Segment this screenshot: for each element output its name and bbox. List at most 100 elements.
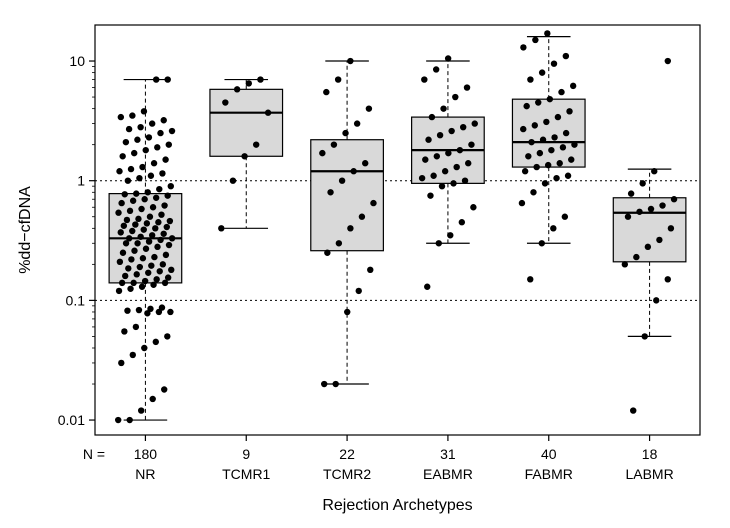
- data-point: [625, 214, 631, 220]
- data-point: [544, 30, 550, 36]
- data-point: [464, 84, 470, 90]
- data-point: [636, 209, 642, 215]
- data-point: [323, 89, 329, 95]
- data-point: [539, 240, 545, 246]
- data-point: [530, 189, 536, 195]
- data-point: [665, 276, 671, 282]
- data-point: [139, 164, 145, 170]
- data-point: [563, 130, 569, 136]
- data-point: [539, 69, 545, 75]
- data-point: [147, 214, 153, 220]
- data-point: [138, 407, 144, 413]
- data-point: [648, 206, 654, 212]
- data-point: [359, 214, 365, 220]
- data-point: [362, 160, 368, 166]
- data-point: [350, 168, 356, 174]
- data-point: [566, 108, 572, 114]
- data-point: [563, 53, 569, 59]
- data-point: [146, 134, 152, 140]
- data-point: [134, 271, 140, 277]
- data-point: [148, 262, 154, 268]
- data-point: [154, 144, 160, 150]
- x-tick-label: TCMR1: [222, 466, 270, 482]
- data-point: [140, 255, 146, 261]
- data-point: [161, 117, 167, 123]
- data-point: [429, 114, 435, 120]
- data-point: [161, 202, 167, 208]
- data-point: [122, 273, 128, 279]
- data-point: [557, 160, 563, 166]
- data-point: [124, 217, 130, 223]
- x-tick-label: TCMR2: [323, 466, 371, 482]
- data-point: [344, 309, 350, 315]
- data-point: [155, 219, 161, 225]
- data-point: [162, 156, 168, 162]
- data-point: [527, 76, 533, 82]
- x-tick-label: FABMR: [525, 466, 573, 482]
- data-point: [119, 153, 125, 159]
- data-point: [166, 141, 172, 147]
- data-point: [143, 246, 149, 252]
- data-point: [327, 189, 333, 195]
- data-point: [653, 297, 659, 303]
- data-point: [142, 278, 148, 284]
- data-point: [128, 166, 134, 172]
- data-point: [651, 168, 657, 174]
- data-point: [153, 339, 159, 345]
- x-tick-label: LABMR: [625, 466, 673, 482]
- data-point: [167, 218, 173, 224]
- data-point: [141, 345, 147, 351]
- n-prefix: N =: [83, 446, 105, 462]
- data-point: [159, 170, 165, 176]
- data-point: [164, 192, 170, 198]
- data-point: [153, 195, 159, 201]
- data-point: [253, 141, 259, 147]
- data-point: [136, 175, 142, 181]
- data-point: [149, 232, 155, 238]
- box: [210, 89, 283, 156]
- data-point: [570, 83, 576, 89]
- y-axis-label: %dd−cfDNA: [17, 186, 34, 274]
- n-value: 31: [440, 446, 456, 462]
- data-point: [166, 242, 172, 248]
- data-point: [437, 132, 443, 138]
- data-point: [440, 105, 446, 111]
- n-value: 18: [642, 446, 658, 462]
- data-point: [470, 204, 476, 210]
- y-tick-label: 1: [77, 173, 85, 189]
- data-point: [161, 386, 167, 392]
- data-point: [157, 237, 163, 243]
- data-point: [333, 381, 339, 387]
- data-point: [433, 66, 439, 72]
- data-point: [520, 44, 526, 50]
- data-point: [134, 137, 140, 143]
- data-point: [150, 282, 156, 288]
- data-point: [151, 160, 157, 166]
- data-point: [335, 76, 341, 82]
- data-point: [160, 231, 166, 237]
- data-point: [430, 173, 436, 179]
- data-point: [354, 120, 360, 126]
- data-point: [117, 259, 123, 265]
- data-point: [137, 124, 143, 130]
- data-point: [141, 108, 147, 114]
- box: [311, 140, 384, 251]
- y-tick-label: 0.01: [58, 412, 85, 428]
- data-point: [163, 252, 169, 258]
- data-point: [560, 144, 566, 150]
- data-point: [439, 183, 445, 189]
- data-point: [366, 105, 372, 111]
- n-value: 9: [242, 446, 250, 462]
- data-point: [126, 235, 132, 241]
- data-point: [153, 276, 159, 282]
- data-point: [133, 324, 139, 330]
- data-point: [158, 211, 164, 217]
- data-point: [129, 228, 135, 234]
- data-point: [118, 200, 124, 206]
- data-point: [125, 265, 131, 271]
- data-point: [156, 186, 162, 192]
- data-point: [656, 237, 662, 243]
- data-point: [127, 286, 133, 292]
- data-point: [460, 124, 466, 130]
- data-point: [321, 381, 327, 387]
